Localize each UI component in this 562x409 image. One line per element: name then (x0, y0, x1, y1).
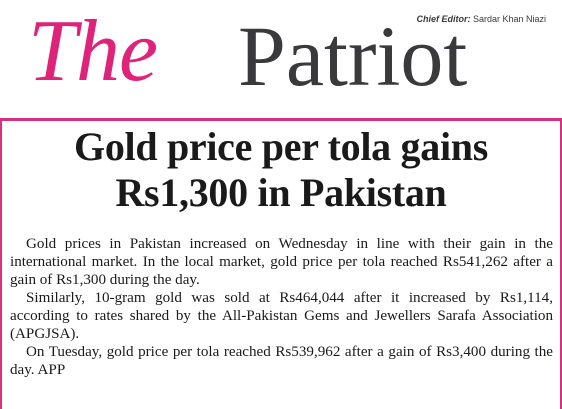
chief-editor-name: Sardar Khan Niazi (470, 14, 546, 24)
article-paragraph-3: On Tuesday, gold price per tola reached … (10, 344, 553, 378)
chief-editor-credit: Chief Editor: Sardar Khan Niazi (416, 14, 546, 24)
article-border-left (0, 118, 2, 409)
masthead: The Patriot Chief Editor: Sardar Khan Ni… (0, 0, 562, 118)
article-box (0, 118, 562, 409)
article-paragraph-1: Gold prices in Pakistan increased on Wed… (10, 236, 553, 288)
masthead-title-the: The (28, 3, 158, 100)
article-body: Gold prices in Pakistan increased on Wed… (10, 235, 553, 379)
masthead-title-patriot: Patriot (238, 8, 468, 104)
chief-editor-label: Chief Editor: (416, 14, 471, 24)
article-paragraph-2: Similarly, 10-gram gold was sold at Rs46… (10, 290, 553, 342)
article-border-right (560, 118, 562, 409)
headline-line-2: Rs1,300 in Pakistan (115, 170, 447, 215)
article-headline: Gold price per tola gains Rs1,300 in Pak… (10, 124, 552, 216)
headline-line-1: Gold price per tola gains (74, 124, 488, 169)
